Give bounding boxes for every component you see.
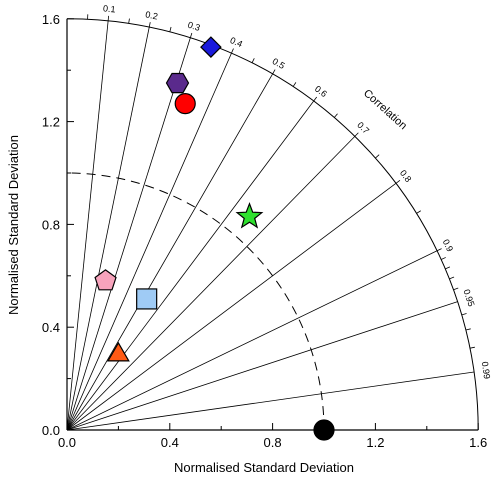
correlation-minor-tick [354,132,359,137]
correlation-minor-tick [453,287,459,291]
correlation-line [66,37,191,431]
correlation-minor-tick [449,276,455,280]
correlation-line [66,301,458,431]
correlation-tick-label: 0.99 [480,361,492,380]
data-point-hexagon [165,72,190,94]
x-tick-label: 1.2 [366,435,384,450]
correlation-line [66,371,475,431]
data-point-diamond [200,36,222,58]
correlation-minor-tick [148,22,151,28]
correlation-minor-tick [231,48,234,54]
correlation-minor-tick [441,257,446,260]
x-tick-label: 0.0 [58,435,76,450]
correlation-minor-tick [445,266,451,270]
y-axis-title: Normalised Standard Deviation [6,135,21,315]
y-tick-label: 1.6 [42,12,60,27]
correlation-minor-tick [251,58,255,63]
data-point-pentagon [94,269,117,291]
reference-std-arc [66,172,325,431]
correlation-line [66,100,315,431]
correlation-minor-tick [292,82,297,87]
axis-ticks [66,14,479,431]
correlation-minor-tick [416,210,421,214]
correlation-minor-tick [469,346,475,349]
correlation-minor-tick [189,32,193,38]
y-tick-label: 1.2 [42,115,60,130]
data-point-triangle [106,341,130,362]
correlation-minor-tick [395,179,401,184]
correlation-minor-tick [313,96,318,102]
data-point-square [136,288,158,310]
correlation-line [66,20,109,431]
correlation-tick-label: 0.5 [271,56,287,71]
reference-point-marker [313,419,335,441]
correlation-tick-label: 0.9 [441,238,455,254]
correlation-line [66,73,273,431]
correlation-minor-tick [169,26,172,32]
correlation-minor-tick [107,15,110,21]
correlation-minor-tick [128,18,130,24]
correlation-minor-tick [333,113,338,118]
correlation-minor-tick [375,154,380,159]
x-tick-label: 0.4 [161,435,179,450]
correlation-tick-label: 0.1 [103,3,116,14]
correlation-tick-label: 0.2 [144,9,158,21]
x-tick-label: 1.6 [469,435,487,450]
correlation-line [66,182,397,431]
correlation-tick-label: 0.4 [229,35,244,49]
y-tick-label: 0.8 [42,217,60,232]
correlation-line [66,250,438,431]
data-markers [94,36,335,441]
correlation-minor-tick [461,313,467,316]
data-point-circle [174,93,196,115]
correlation-tick-label: 0.95 [462,288,477,308]
data-point-star [235,202,264,229]
correlation-line [66,136,356,431]
correlation-line [66,52,232,431]
correlation-minor-tick [436,248,442,252]
correlation-tick-label: 0.3 [187,20,202,33]
diagram-lines [66,18,479,431]
correlation-line [66,27,150,431]
outer-arc [66,18,479,431]
correlation-minor-tick [465,328,471,331]
x-axis-title: Normalised Standard Deviation [174,460,354,475]
correlation-minor-tick [272,69,276,75]
y-tick-label: 0.4 [42,320,60,335]
y-tick-label: 0.0 [42,423,60,438]
x-tick-label: 0.8 [264,435,282,450]
correlation-tick-label: 0.8 [398,168,414,184]
correlation-tick-label: 0.6 [313,84,329,100]
